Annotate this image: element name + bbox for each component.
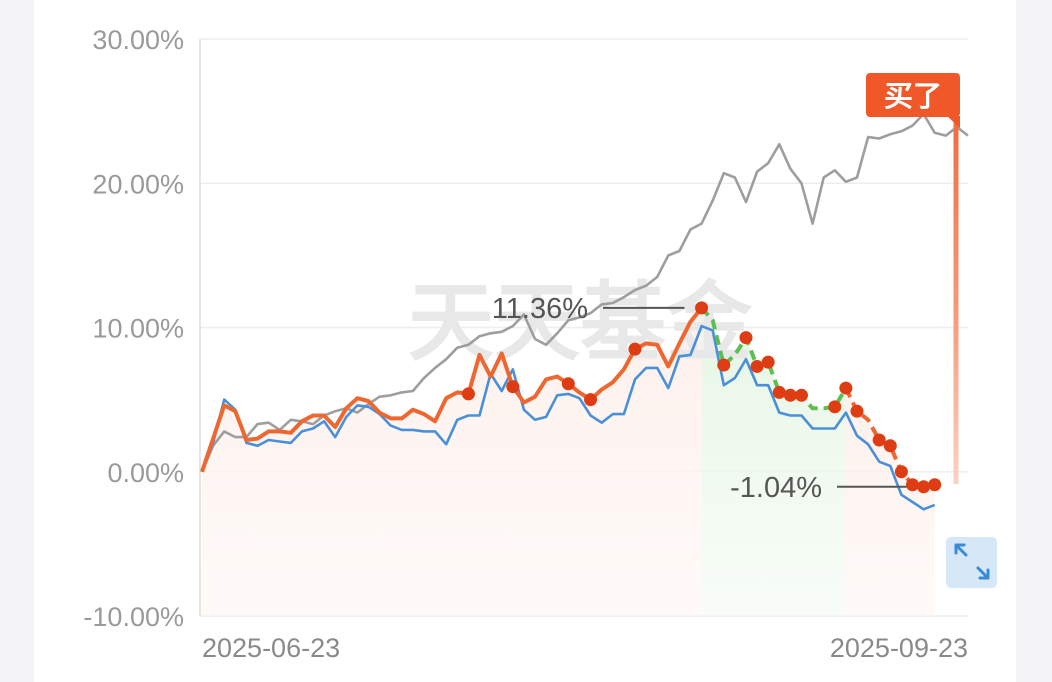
- shaded-area: [845, 388, 935, 616]
- trade-marker: [717, 358, 731, 372]
- trade-marker: [750, 359, 764, 373]
- annotation-label: -1.04%: [730, 472, 822, 504]
- trade-marker: [695, 301, 709, 315]
- x-tick-label: 2025-09-23: [830, 633, 968, 663]
- series-line: [200, 112, 969, 473]
- x-tick-label: 2025-06-23: [202, 633, 340, 663]
- main-series-segment: [200, 306, 704, 473]
- buy-marker: 买了: [866, 73, 960, 484]
- tick-layer: 30.00% 20.00% 10.00% 0.00% -10.00% 2025-06-23…: [83, 25, 968, 663]
- buy-badge[interactable]: [866, 73, 960, 117]
- trade-marker: [872, 433, 886, 447]
- trade-marker: [850, 404, 864, 418]
- trade-marker: [839, 381, 853, 395]
- trade-marker: [917, 480, 931, 494]
- y-tick-label: -10.00%: [83, 602, 184, 632]
- shaded-area: [202, 307, 702, 616]
- trade-marker: [761, 355, 775, 369]
- y-tick-label: 30.00%: [92, 25, 184, 55]
- trade-marker: [883, 439, 897, 453]
- marker-layer: [461, 301, 942, 494]
- watermark: 天天基金: [408, 272, 753, 373]
- y-tick-label: 10.00%: [92, 314, 184, 344]
- trade-marker: [739, 331, 753, 345]
- trade-marker: [905, 478, 919, 492]
- buy-badge-pointer: [947, 116, 960, 128]
- trade-marker: [584, 393, 598, 407]
- series-line: [200, 324, 936, 511]
- expand-button-bg[interactable]: [946, 537, 997, 588]
- trade-marker: [794, 388, 808, 402]
- expand-icon: [954, 543, 990, 580]
- y-tick-label: 20.00%: [92, 169, 184, 199]
- buy-indicator-line: [953, 112, 959, 484]
- annotation-label: 11.36%: [492, 293, 588, 325]
- expand-button[interactable]: [946, 537, 997, 588]
- trade-marker: [772, 385, 786, 399]
- shaded-area: [701, 307, 846, 616]
- trade-marker: [928, 478, 942, 492]
- trade-marker: [828, 400, 842, 414]
- trade-marker: [783, 388, 797, 402]
- trade-marker: [506, 380, 520, 394]
- trade-marker: [461, 387, 475, 401]
- buy-badge-label: 买了: [884, 81, 942, 113]
- trade-marker: [561, 377, 575, 391]
- annotation-layer: 11.36% -1.04%: [492, 293, 907, 504]
- trade-marker: [628, 342, 642, 356]
- trade-marker: [894, 465, 908, 479]
- y-tick-label: 0.00%: [107, 458, 184, 488]
